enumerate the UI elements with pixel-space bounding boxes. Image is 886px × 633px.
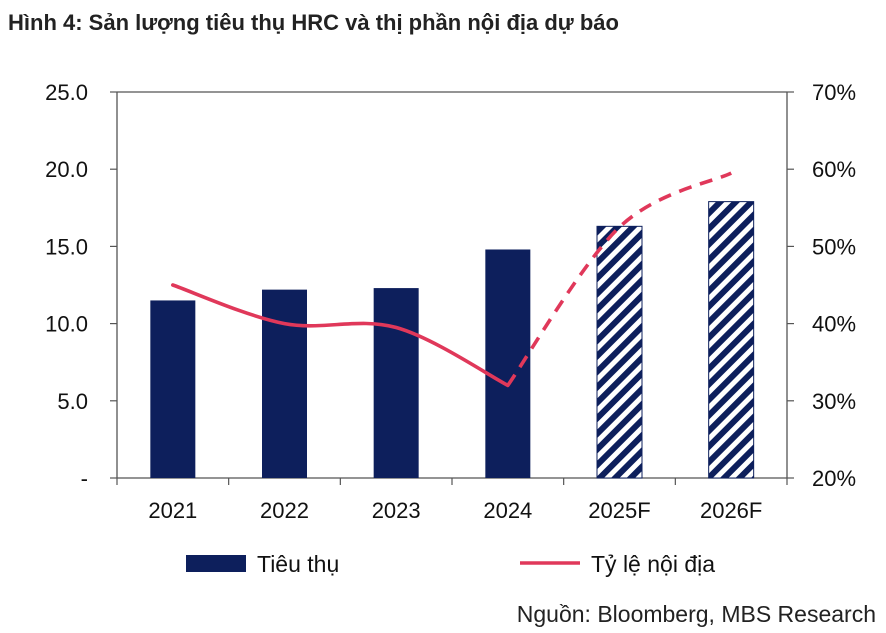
axes-layer: - 5.0 10.0 15.0 20.0 25.0 20% 30% 40% 50% 60% 70% 20…: [45, 80, 856, 523]
line-solid-segment: [171, 283, 510, 388]
line-layer: [171, 171, 732, 388]
left-tick-label: 25.0: [45, 80, 88, 105]
left-tick-label: 20.0: [45, 157, 88, 182]
right-tick-label: 40%: [812, 312, 856, 337]
x-tick-label: 2024: [483, 498, 532, 523]
right-tick-label: 30%: [812, 389, 856, 414]
bars-layer: [150, 201, 755, 479]
chart-title: Hình 4: Sản lượng tiêu thụ HRC và thị ph…: [8, 10, 619, 35]
source-note: Nguồn: Bloomberg, MBS Research: [516, 601, 876, 627]
right-tick-label: 20%: [812, 466, 856, 491]
plot-area: [116, 91, 788, 479]
left-tick-label: 10.0: [45, 312, 88, 337]
bar-2022: [262, 289, 307, 478]
line-forecast-segment: [506, 171, 732, 387]
bar-2021: [150, 300, 196, 478]
right-tick-label: 70%: [812, 80, 856, 105]
legend-swatch-bar: [186, 555, 246, 572]
legend: Tiêu thụ Tỷ lệ nội địa: [186, 551, 715, 577]
left-tick-label: 5.0: [57, 389, 88, 414]
x-tick-label: 2021: [148, 498, 197, 523]
bar-2025f: [596, 225, 643, 479]
legend-item-ty-le-noi-dia: Tỷ lệ nội địa: [520, 551, 715, 577]
right-tick-label: 60%: [812, 157, 856, 182]
x-tick-label: 2022: [260, 498, 309, 523]
right-tick-label: 50%: [812, 234, 856, 259]
legend-label: Tỷ lệ nội địa: [591, 551, 715, 577]
x-tick-label: 2026F: [700, 498, 762, 523]
left-tick-label: -: [81, 466, 88, 491]
bar-2023: [373, 288, 419, 478]
chart: - 5.0 10.0 15.0 20.0 25.0 20% 30% 40% 50% 60% 70% 20…: [45, 80, 856, 577]
left-tick-label: 15.0: [45, 234, 88, 259]
legend-label: Tiêu thụ: [257, 551, 339, 577]
legend-item-tieu-thu: Tiêu thụ: [186, 551, 339, 577]
bar-2026f: [708, 201, 755, 479]
x-tick-label: 2023: [372, 498, 421, 523]
x-tick-label: 2025F: [588, 498, 650, 523]
